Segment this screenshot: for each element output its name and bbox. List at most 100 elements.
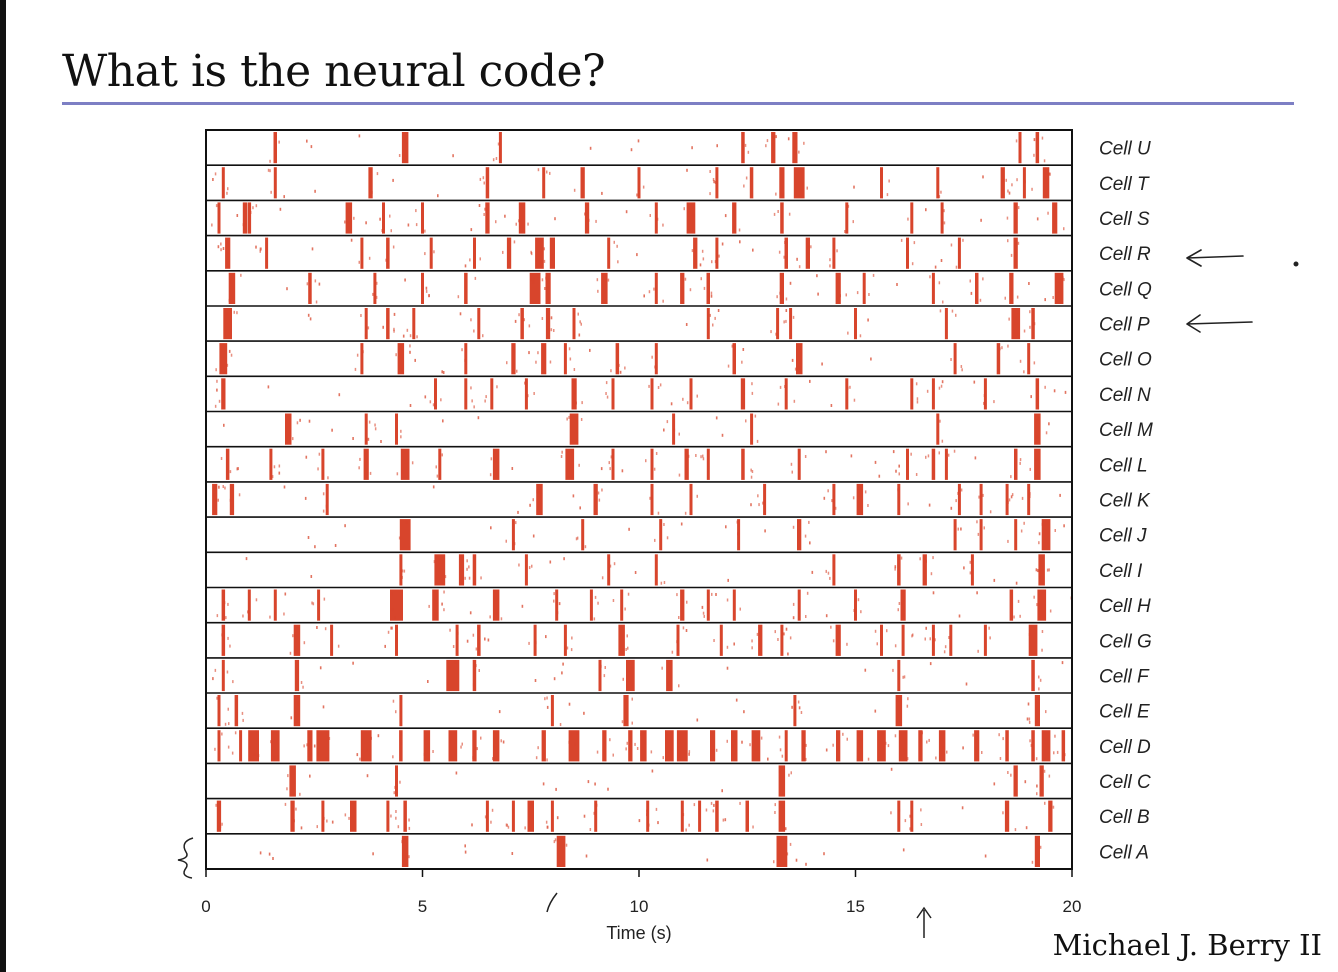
spike-dot bbox=[1010, 475, 1012, 479]
spike-dot bbox=[374, 427, 377, 431]
spike-dot bbox=[934, 265, 937, 269]
spike-dot bbox=[938, 281, 941, 285]
spike-dot bbox=[229, 644, 231, 648]
spike-dot bbox=[372, 292, 374, 296]
spike-burst bbox=[856, 483, 864, 516]
spike-dot bbox=[653, 287, 655, 291]
spike-dot bbox=[792, 616, 795, 620]
spike-dot bbox=[584, 212, 586, 216]
spike-dot bbox=[505, 823, 508, 827]
spike-dot bbox=[743, 184, 745, 188]
spike-dot bbox=[392, 755, 394, 759]
spike-dot bbox=[867, 757, 870, 761]
spike-dot bbox=[537, 168, 540, 172]
spike-dot bbox=[613, 240, 615, 244]
spike-dot bbox=[969, 560, 971, 564]
spike-dot bbox=[1029, 325, 1031, 329]
spike-burst bbox=[1000, 167, 1005, 199]
spike-dot bbox=[377, 734, 380, 738]
spike-dot bbox=[709, 192, 711, 196]
spike-burst bbox=[796, 343, 803, 375]
spike-dot bbox=[414, 358, 416, 362]
spike-dot bbox=[700, 455, 702, 459]
spike-dot bbox=[989, 510, 992, 514]
spike-dot bbox=[389, 214, 391, 218]
spike-burst bbox=[666, 659, 673, 692]
spike-dot bbox=[1023, 370, 1025, 374]
spike-dot bbox=[534, 640, 537, 644]
raster-row-cell-k bbox=[212, 483, 1061, 516]
spike-dot bbox=[483, 181, 485, 185]
spike-dot bbox=[927, 454, 930, 458]
spike-dot bbox=[605, 381, 608, 385]
spike-dot bbox=[845, 293, 847, 297]
spike-burst bbox=[293, 695, 301, 727]
spike-burst bbox=[438, 448, 442, 480]
spike-dot bbox=[783, 320, 785, 324]
spike-dot bbox=[553, 592, 555, 596]
spike-burst bbox=[1009, 589, 1014, 621]
spike-dot bbox=[1007, 239, 1009, 243]
spike-dot bbox=[518, 563, 520, 567]
spike-burst bbox=[706, 272, 710, 304]
spike-dot bbox=[542, 782, 545, 786]
spike-dot bbox=[367, 326, 370, 330]
spike-dot bbox=[903, 613, 905, 617]
spike-burst bbox=[360, 730, 372, 762]
spike-burst bbox=[936, 167, 940, 199]
spike-dot bbox=[1063, 227, 1065, 231]
spike-dot bbox=[427, 680, 429, 683]
spike-dot bbox=[573, 188, 576, 192]
spike-dot bbox=[1033, 138, 1036, 142]
spike-dot bbox=[732, 744, 734, 748]
spike-dot bbox=[758, 503, 760, 507]
spike-dot bbox=[388, 320, 390, 324]
spike-burst bbox=[1011, 308, 1021, 340]
spike-dot bbox=[322, 509, 325, 513]
spike-dot bbox=[250, 211, 252, 214]
spike-dot bbox=[974, 747, 976, 750]
spike-burst bbox=[568, 730, 580, 762]
spike-dot bbox=[307, 536, 310, 539]
spike-dot bbox=[811, 570, 814, 574]
spike-dot bbox=[852, 220, 854, 224]
spike-dot bbox=[269, 159, 271, 163]
spike-dot bbox=[750, 468, 752, 472]
spike-dot bbox=[243, 209, 245, 213]
spike-burst bbox=[1035, 378, 1040, 410]
spike-dot bbox=[1037, 417, 1039, 421]
spike-dot bbox=[607, 787, 609, 791]
spike-dot bbox=[455, 771, 458, 775]
spike-dot bbox=[425, 286, 428, 290]
spike-burst bbox=[1014, 519, 1018, 551]
spike-dot bbox=[248, 746, 251, 749]
spike-dot bbox=[492, 757, 494, 761]
spike-dot bbox=[721, 433, 724, 437]
spike-dot bbox=[1035, 757, 1038, 761]
spike-dot bbox=[692, 213, 695, 217]
spike-dot bbox=[648, 290, 651, 294]
spike-dot bbox=[524, 381, 526, 385]
raster-row-cell-a bbox=[259, 835, 1042, 867]
spike-burst bbox=[511, 519, 515, 551]
spike-dot bbox=[392, 178, 394, 182]
spike-dot bbox=[1007, 189, 1009, 193]
spike-dot bbox=[742, 403, 745, 407]
spike-dot bbox=[886, 193, 889, 197]
spike-dot bbox=[786, 852, 789, 856]
spike-dot bbox=[659, 383, 662, 387]
spike-dot bbox=[472, 683, 475, 687]
spike-dot bbox=[607, 278, 610, 282]
spike-dot bbox=[396, 428, 398, 432]
spike-burst bbox=[535, 237, 544, 269]
cell-label: Cell J bbox=[1099, 526, 1147, 547]
spike-dot bbox=[474, 276, 477, 280]
x-tick-label: 10 bbox=[630, 897, 649, 916]
spike-dot bbox=[226, 670, 229, 674]
spike-burst bbox=[845, 202, 849, 234]
spike-dot bbox=[222, 247, 225, 250]
spike-dot bbox=[655, 557, 658, 561]
spike-burst bbox=[654, 272, 658, 304]
spike-dot bbox=[1010, 253, 1013, 257]
spike-dot bbox=[621, 469, 624, 473]
